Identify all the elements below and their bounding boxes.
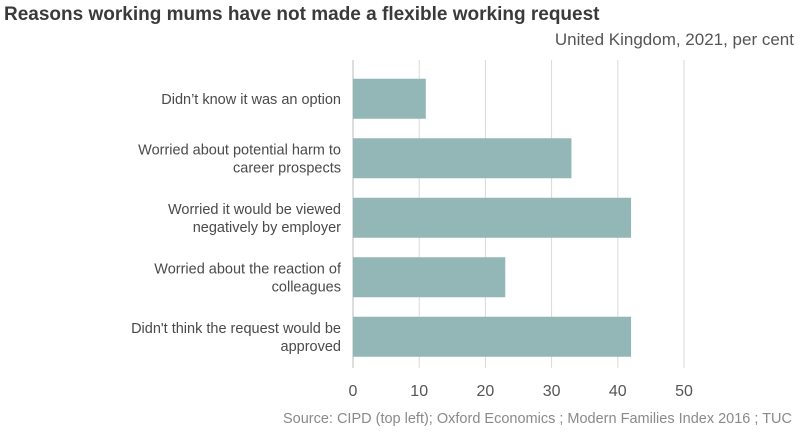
bar — [353, 138, 572, 179]
x-tick-label: 10 — [410, 383, 428, 400]
source-note: Source: CIPD (top left); Oxford Economic… — [282, 411, 792, 427]
bar — [353, 257, 506, 298]
category-label: Didn't think the request would be — [131, 321, 341, 337]
bar — [353, 78, 426, 119]
x-tick-label: 0 — [349, 383, 358, 400]
category-label: Worried it would be viewed — [168, 202, 341, 218]
chart-subtitle: United Kingdom, 2021, per cent — [554, 30, 794, 49]
category-label: Worried about the reaction of — [154, 261, 342, 277]
category-label: approved — [281, 339, 341, 355]
chart-title: Reasons working mums have not made a fle… — [4, 4, 600, 25]
x-tick-label: 40 — [609, 383, 627, 400]
category-label: Didn’t know it was an option — [161, 92, 341, 108]
category-label: Worried about potential harm to — [138, 142, 341, 158]
category-label: negatively by employer — [193, 220, 341, 236]
x-tick-label: 30 — [543, 383, 561, 400]
category-label: colleagues — [272, 279, 341, 295]
x-tick-label: 20 — [477, 383, 495, 400]
bar — [353, 316, 632, 357]
bar — [353, 197, 632, 238]
x-tick-label: 50 — [675, 383, 693, 400]
category-label: career prospects — [233, 160, 341, 176]
